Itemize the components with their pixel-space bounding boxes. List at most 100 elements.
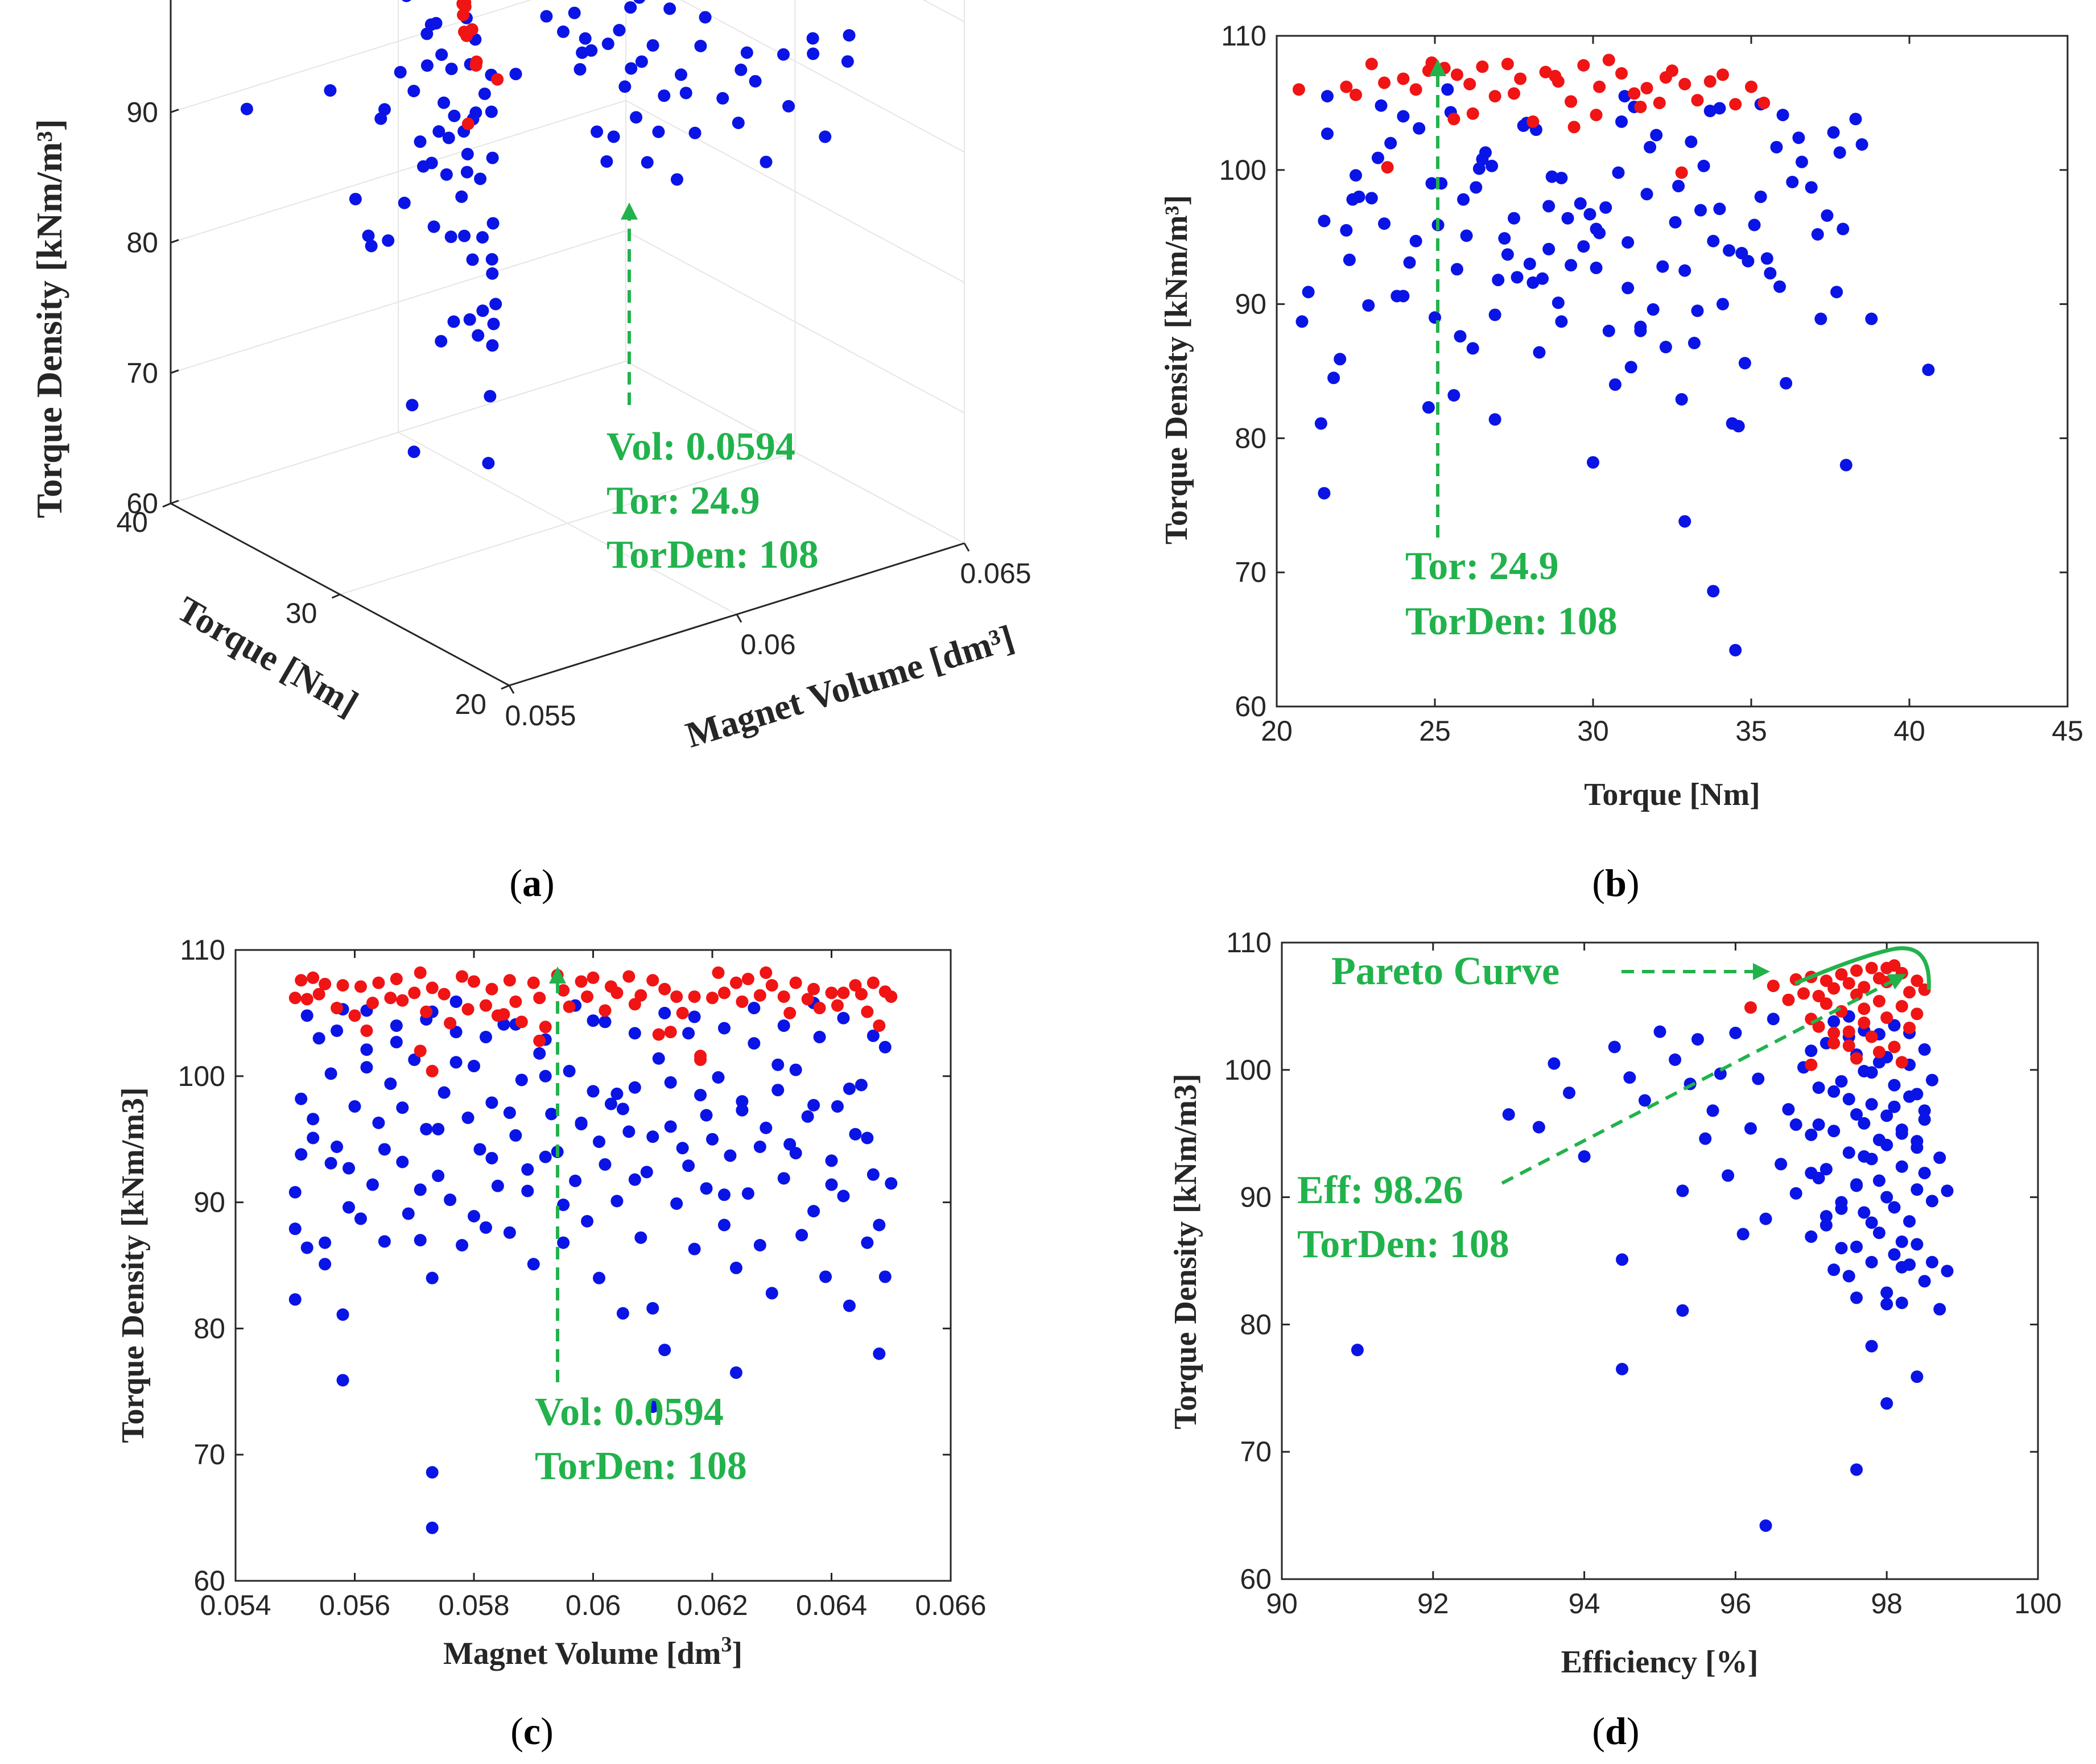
panel-c-point-dominated xyxy=(485,1151,498,1164)
panel-d-point-dominated xyxy=(1789,1118,1802,1131)
panel-c-point-dominated xyxy=(438,1086,451,1099)
panel-b-ytick-label: 110 xyxy=(1221,20,1266,52)
panel-d-point-dominated xyxy=(1638,1094,1651,1107)
panel-a-point-dominated xyxy=(485,253,498,266)
panel-c-point-dominated xyxy=(426,1521,439,1534)
panel-c-ytick-label: 110 xyxy=(180,934,225,966)
panel-a-point-dominated xyxy=(749,75,762,88)
panel-c-point-dominated xyxy=(777,1019,790,1032)
panel-d-point-dominated xyxy=(1850,1463,1863,1476)
panel-b-point-pareto xyxy=(1378,76,1391,89)
panel-b-point-dominated xyxy=(1713,102,1726,115)
panel-a-point-dominated xyxy=(716,92,729,105)
panel-b-point-dominated xyxy=(1542,242,1556,255)
panel-a-point-dominated xyxy=(487,317,500,331)
panel-c-point-dominated xyxy=(843,1299,856,1312)
panel-b-point-dominated xyxy=(1486,159,1499,172)
panel-d-point-dominated xyxy=(1888,1079,1901,1092)
panel-a-point-dominated xyxy=(407,85,420,98)
panel-c-point-pareto xyxy=(300,993,313,1006)
panel-b-point-dominated xyxy=(1295,315,1309,328)
panel-b-point-dominated xyxy=(1346,193,1359,206)
panel-a-point-dominated xyxy=(600,155,613,168)
panel-c-point-dominated xyxy=(527,1258,540,1271)
panel-c-point-dominated xyxy=(813,1031,826,1044)
panel-c-point-pareto xyxy=(676,1006,689,1019)
panel-b-point-dominated xyxy=(1748,218,1761,232)
panel-c-point-dominated xyxy=(849,1127,862,1141)
panel-c-point-dominated xyxy=(366,1178,379,1191)
panel-d: 90 92 94 96 98 100 60 70 80 90 100 110 Efficiency [… xyxy=(1168,927,2062,1753)
panel-c-point-dominated xyxy=(545,1108,558,1121)
panel-d-point-dominated xyxy=(1850,1240,1863,1253)
panel-c-point-dominated xyxy=(348,1100,361,1113)
panel-c-xlabel: Magnet Volume [dm3] xyxy=(443,1633,742,1671)
panel-b-point-dominated xyxy=(1827,126,1840,139)
panel-d-point-pareto xyxy=(1812,1020,1825,1033)
panel-d-ytick-label: 90 xyxy=(1240,1181,1272,1213)
panel-c-point-pareto xyxy=(712,966,725,979)
panel-a-point-dominated xyxy=(556,25,570,38)
panel-b-point-dominated xyxy=(1811,228,1824,241)
panel-a-point-dominated xyxy=(489,298,502,311)
panel-b-point-dominated xyxy=(1678,264,1691,277)
panel-d-point-pareto xyxy=(1858,981,1871,994)
panel-c-point-dominated xyxy=(581,1214,594,1228)
panel-d-point-pareto xyxy=(1850,1052,1863,1065)
panel-c-point-dominated xyxy=(640,1166,653,1179)
panel-d-point-dominated xyxy=(1888,1100,1901,1113)
panel-a-point-dominated xyxy=(777,48,790,61)
panel-d-ytick-label: 60 xyxy=(1240,1563,1272,1595)
panel-a-3d-box xyxy=(170,0,965,687)
panel-c-point-dominated xyxy=(843,1082,856,1095)
panel-a-point-dominated xyxy=(324,84,337,97)
panel-d-xtick-label: 98 xyxy=(1871,1588,1903,1620)
panel-a-xtick-label: 0.055 xyxy=(505,700,576,732)
panel-a-point-dominated xyxy=(240,102,253,115)
panel-d-point-dominated xyxy=(1819,1163,1833,1176)
panel-c-point-pareto xyxy=(456,970,469,983)
panel-c-point-dominated xyxy=(331,1141,344,1154)
panel-c-point-pareto xyxy=(420,1005,433,1018)
panel-c: 0.054 0.056 0.058 0.06 0.062 0.064 0.066 60 70 80… xyxy=(115,934,987,1753)
panel-a-ztick-label: 70 xyxy=(126,357,158,389)
panel-b-point-dominated xyxy=(1590,222,1603,236)
panel-c-point-dominated xyxy=(331,1024,344,1037)
panel-b: 20 25 30 35 40 45 60 70 80 90 100 110 Torque [Nm] T… xyxy=(1159,20,2083,904)
panel-b-point-pareto xyxy=(1526,115,1540,128)
panel-c-point-dominated xyxy=(312,1032,325,1045)
panel-a-ztick-mark xyxy=(170,239,179,244)
panel-c-point-dominated xyxy=(801,1110,814,1123)
panel-c-ytick-label: 90 xyxy=(193,1187,225,1218)
panel-d-point-dominated xyxy=(1933,1151,1946,1164)
panel-d-point-dominated xyxy=(1752,1072,1765,1085)
panel-c-point-pareto xyxy=(861,1005,874,1018)
panel-b-ylabel: Torque Density [kNm/m³] xyxy=(1159,195,1194,544)
panel-c-point-pareto xyxy=(813,1002,826,1015)
panel-c-point-pareto xyxy=(414,966,427,979)
panel-b-point-dominated xyxy=(1590,261,1603,274)
panel-d-point-pareto xyxy=(1888,1040,1901,1054)
panel-a-point-dominated xyxy=(485,105,498,118)
panel-d-point-pareto xyxy=(1827,1026,1841,1039)
panel-c-ytick-label: 100 xyxy=(178,1060,225,1092)
panel-a-point-pareto xyxy=(469,59,482,72)
panel-c-point-dominated xyxy=(414,1234,427,1247)
panel-a-xtick-mark xyxy=(736,614,742,623)
panel-d-point-pareto xyxy=(1827,1036,1841,1050)
panel-a-point-dominated xyxy=(440,168,453,181)
panel-c-point-pareto xyxy=(354,980,367,993)
panel-c-point-pareto xyxy=(408,986,421,999)
panel-c-point-dominated xyxy=(390,1019,403,1032)
panel-c-point-pareto xyxy=(426,1064,439,1077)
panel-a-point-dominated xyxy=(624,1,637,14)
panel-b-point-pareto xyxy=(1615,67,1628,80)
panel-c-point-dominated xyxy=(515,1073,528,1087)
panel-d-point-pareto xyxy=(1850,964,1863,977)
panel-c-point-pareto xyxy=(837,986,850,999)
panel-c-point-pareto xyxy=(831,999,844,1012)
panel-c-point-pareto xyxy=(438,988,451,1001)
panel-c-point-dominated xyxy=(765,1287,778,1300)
panel-c-point-dominated xyxy=(449,1056,463,1069)
